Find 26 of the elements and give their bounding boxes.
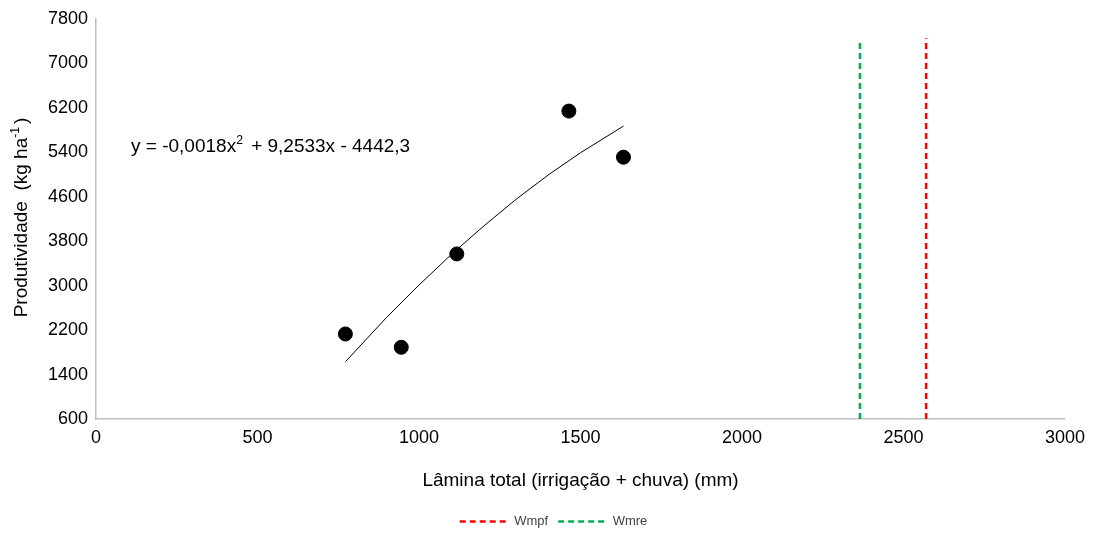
point	[449, 246, 465, 262]
y-tick-label: 3800	[48, 230, 89, 251]
point	[615, 149, 631, 165]
x-tick-label: 1000	[399, 426, 440, 447]
legend-label: Wmpf	[514, 513, 549, 529]
x-tick-label: 3000	[1044, 426, 1085, 447]
x-tick-label: 500	[242, 426, 273, 447]
x-tick-label: 2000	[721, 426, 763, 447]
x-tick-label: 1500	[560, 426, 601, 447]
y-axis-title: Produtividade (kg ha-1)	[7, 117, 32, 318]
x-tick-label: 2500	[883, 426, 924, 447]
y-tick-label: 4600	[48, 185, 89, 206]
y-tick-label: 600	[58, 407, 89, 428]
point	[561, 103, 577, 119]
legend-label: Wmre	[612, 513, 648, 529]
x-tick-label: 0	[91, 426, 102, 447]
y-tick-label: 7000	[48, 52, 89, 73]
y-tick-label: 5400	[48, 141, 89, 162]
point	[393, 339, 409, 355]
point	[337, 326, 353, 342]
y-tick-label: 7800	[48, 7, 89, 28]
y-tick-label: 3000	[48, 274, 89, 295]
y-tick-label: 1400	[48, 363, 89, 384]
y-tick-label: 2200	[48, 319, 89, 340]
y-tick-label: 6200	[48, 96, 89, 117]
x-axis-title: Lâmina total (irrigação + chuva) (mm)	[422, 469, 739, 491]
